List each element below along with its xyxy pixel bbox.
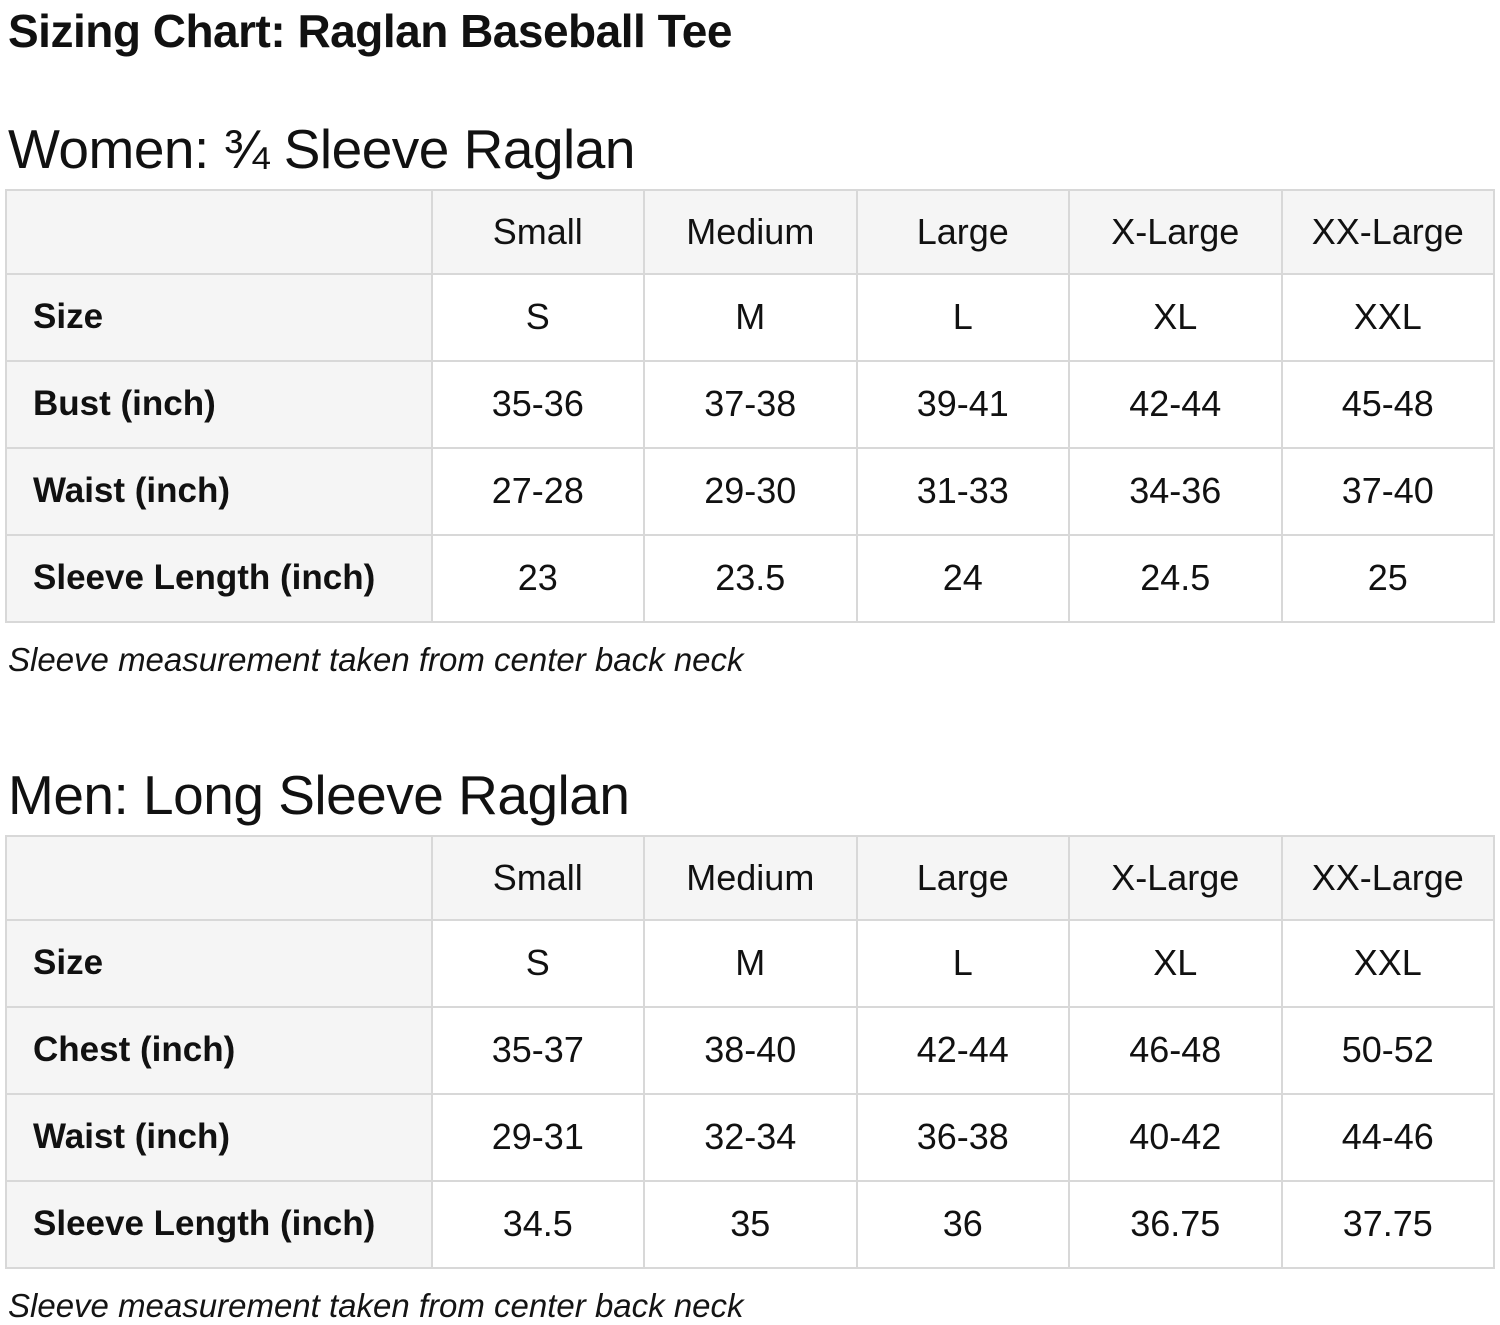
- row-label: Sleeve Length (inch): [5, 533, 433, 623]
- men-section: Men: Long Sleeve Raglan Small Medium Large…: [5, 765, 1495, 1325]
- value-cell: 24.5: [1068, 533, 1283, 623]
- size-table-header-row: Small Medium Large X-Large XX-Large: [5, 834, 1495, 921]
- column-header: Medium: [643, 188, 858, 275]
- column-header: XX-Large: [1280, 834, 1495, 921]
- women-sleeve-note: Sleeve measurement taken from center bac…: [8, 640, 744, 678]
- value-cell: 44-46: [1280, 1092, 1495, 1182]
- value-cell: 29-30: [643, 446, 858, 536]
- value-cell: 42-44: [1068, 359, 1283, 449]
- value-cell: L: [855, 272, 1071, 362]
- table-row: Size S M L XL XXL: [5, 272, 1495, 362]
- value-cell: 24: [855, 533, 1071, 623]
- row-label: Sleeve Length (inch): [5, 1179, 433, 1269]
- value-cell: M: [643, 918, 858, 1008]
- value-cell: M: [643, 272, 858, 362]
- value-cell: XXL: [1280, 272, 1495, 362]
- column-header: Large: [855, 188, 1071, 275]
- page-title: Sizing Chart: Raglan Baseball Tee: [8, 5, 732, 57]
- value-cell: 50-52: [1280, 1005, 1495, 1095]
- column-header: Small: [430, 188, 646, 275]
- value-cell: 31-33: [855, 446, 1071, 536]
- table-row: Sleeve Length (inch) 23 23.5 24 24.5 25: [5, 533, 1495, 623]
- value-cell: 35: [643, 1179, 858, 1269]
- value-cell: S: [430, 272, 646, 362]
- corner-cell: [5, 188, 433, 275]
- women-heading: Women: ¾ Sleeve Raglan: [8, 118, 635, 181]
- corner-cell: [5, 834, 433, 921]
- row-label: Waist (inch): [5, 446, 433, 536]
- column-header: X-Large: [1068, 834, 1283, 921]
- value-cell: 40-42: [1068, 1092, 1283, 1182]
- value-cell: 36.75: [1068, 1179, 1283, 1269]
- size-table-header-row: Small Medium Large X-Large XX-Large: [5, 188, 1495, 275]
- value-cell: 37-40: [1280, 446, 1495, 536]
- value-cell: 34.5: [430, 1179, 646, 1269]
- row-label: Waist (inch): [5, 1092, 433, 1182]
- value-cell: 37.75: [1280, 1179, 1495, 1269]
- table-row: Waist (inch) 27-28 29-30 31-33 34-36 37-40: [5, 446, 1495, 536]
- value-cell: XL: [1068, 918, 1283, 1008]
- women-section: Women: ¾ Sleeve Raglan Small Medium Large X…: [5, 119, 1495, 679]
- women-size-table: Small Medium Large X-Large XX-Large Size S M L XL…: [5, 188, 1495, 623]
- value-cell: 37-38: [643, 359, 858, 449]
- value-cell: S: [430, 918, 646, 1008]
- value-cell: 35-37: [430, 1005, 646, 1095]
- table-row: Chest (inch) 35-37 38-40 42-44 46-48 50-52: [5, 1005, 1495, 1095]
- men-sleeve-note: Sleeve measurement taken from center bac…: [8, 1286, 744, 1324]
- value-cell: 39-41: [855, 359, 1071, 449]
- men-heading: Men: Long Sleeve Raglan: [8, 764, 630, 827]
- column-header: Small: [430, 834, 646, 921]
- value-cell: 27-28: [430, 446, 646, 536]
- table-row: Size S M L XL XXL: [5, 918, 1495, 1008]
- row-label: Bust (inch): [5, 359, 433, 449]
- value-cell: 36-38: [855, 1092, 1071, 1182]
- value-cell: 36: [855, 1179, 1071, 1269]
- value-cell: 23: [430, 533, 646, 623]
- column-header: X-Large: [1068, 188, 1283, 275]
- column-header: Medium: [643, 834, 858, 921]
- value-cell: XXL: [1280, 918, 1495, 1008]
- column-header: Large: [855, 834, 1071, 921]
- table-row: Sleeve Length (inch) 34.5 35 36 36.75 37.75: [5, 1179, 1495, 1269]
- value-cell: 23.5: [643, 533, 858, 623]
- value-cell: L: [855, 918, 1071, 1008]
- table-row: Bust (inch) 35-36 37-38 39-41 42-44 45-48: [5, 359, 1495, 449]
- row-label: Size: [5, 272, 433, 362]
- value-cell: 42-44: [855, 1005, 1071, 1095]
- column-header: XX-Large: [1280, 188, 1495, 275]
- men-size-table: Small Medium Large X-Large XX-Large Size S M L XL…: [5, 834, 1495, 1269]
- row-label: Size: [5, 918, 433, 1008]
- value-cell: 46-48: [1068, 1005, 1283, 1095]
- value-cell: 45-48: [1280, 359, 1495, 449]
- value-cell: 25: [1280, 533, 1495, 623]
- value-cell: XL: [1068, 272, 1283, 362]
- value-cell: 29-31: [430, 1092, 646, 1182]
- row-label: Chest (inch): [5, 1005, 433, 1095]
- table-row: Waist (inch) 29-31 32-34 36-38 40-42 44-46: [5, 1092, 1495, 1182]
- value-cell: 35-36: [430, 359, 646, 449]
- value-cell: 32-34: [643, 1092, 858, 1182]
- value-cell: 34-36: [1068, 446, 1283, 536]
- value-cell: 38-40: [643, 1005, 858, 1095]
